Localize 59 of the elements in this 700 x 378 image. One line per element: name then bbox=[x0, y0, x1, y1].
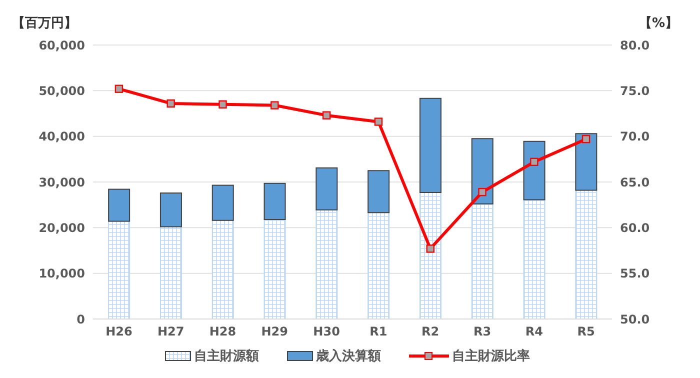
legend-label: 歳入決算額 bbox=[316, 348, 381, 365]
bar bbox=[523, 140, 546, 200]
point bbox=[218, 100, 227, 108]
y2-tick-label: 60.0 bbox=[620, 220, 650, 235]
bar bbox=[108, 188, 130, 222]
y-tick-label: 50,000 bbox=[38, 84, 85, 98]
x-tick-label: H27 bbox=[157, 324, 184, 339]
bar bbox=[212, 184, 234, 221]
bar bbox=[264, 182, 286, 220]
bar bbox=[160, 226, 182, 319]
bar bbox=[471, 203, 494, 319]
bar bbox=[419, 98, 442, 194]
x-tick-label: R4 bbox=[525, 324, 543, 339]
y2-tick-label: 70.0 bbox=[620, 130, 650, 144]
legend-label: 自主財源比率 bbox=[452, 348, 530, 365]
y2-tick-label: 75.0 bbox=[620, 84, 650, 98]
y-tick-label: 60,000 bbox=[38, 38, 85, 52]
point bbox=[166, 99, 175, 108]
bar bbox=[212, 220, 234, 319]
y2-tick-label: 65.0 bbox=[620, 175, 650, 190]
point bbox=[270, 101, 279, 110]
y2-tick-label: 80.0 bbox=[620, 38, 650, 52]
bar bbox=[264, 218, 286, 319]
bar bbox=[316, 167, 338, 210]
bar bbox=[316, 209, 338, 319]
bar bbox=[108, 220, 130, 319]
legend-label: 自主財源額 bbox=[194, 348, 259, 365]
y-tick-label: 10,000 bbox=[38, 266, 85, 281]
y2-tick-label: 55.0 bbox=[620, 266, 650, 281]
x-tick-label: R2 bbox=[422, 324, 440, 339]
point bbox=[530, 158, 538, 166]
point bbox=[374, 118, 383, 126]
y2-tick-label: 50.0 bbox=[620, 312, 650, 326]
y-tick-label: 30,000 bbox=[38, 175, 85, 190]
x-tick-label: H29 bbox=[261, 324, 288, 339]
bar bbox=[575, 190, 598, 319]
point bbox=[114, 84, 124, 93]
bar bbox=[523, 199, 546, 319]
bar bbox=[419, 192, 442, 319]
bar bbox=[368, 170, 390, 214]
y2-axis-title: 【%】 bbox=[638, 15, 678, 32]
y-axis-title: 【百万円】 bbox=[12, 15, 77, 32]
x-tick-label: H30 bbox=[313, 324, 340, 339]
point bbox=[478, 188, 486, 196]
x-tick-label: R1 bbox=[370, 324, 388, 339]
bar bbox=[575, 133, 598, 191]
bar bbox=[471, 138, 494, 204]
point bbox=[426, 244, 434, 253]
x-tick-label: H28 bbox=[209, 324, 236, 339]
point bbox=[582, 134, 590, 144]
bar bbox=[368, 212, 390, 319]
x-tick-label: R3 bbox=[473, 324, 492, 339]
y-tick-label: 40,000 bbox=[38, 130, 85, 144]
x-tick-label: H26 bbox=[106, 324, 132, 339]
y-tick-label: 0 bbox=[76, 312, 85, 326]
point bbox=[322, 111, 331, 120]
y-tick-label: 20,000 bbox=[38, 220, 85, 235]
x-tick-label: R5 bbox=[577, 324, 595, 339]
bar bbox=[160, 192, 182, 228]
